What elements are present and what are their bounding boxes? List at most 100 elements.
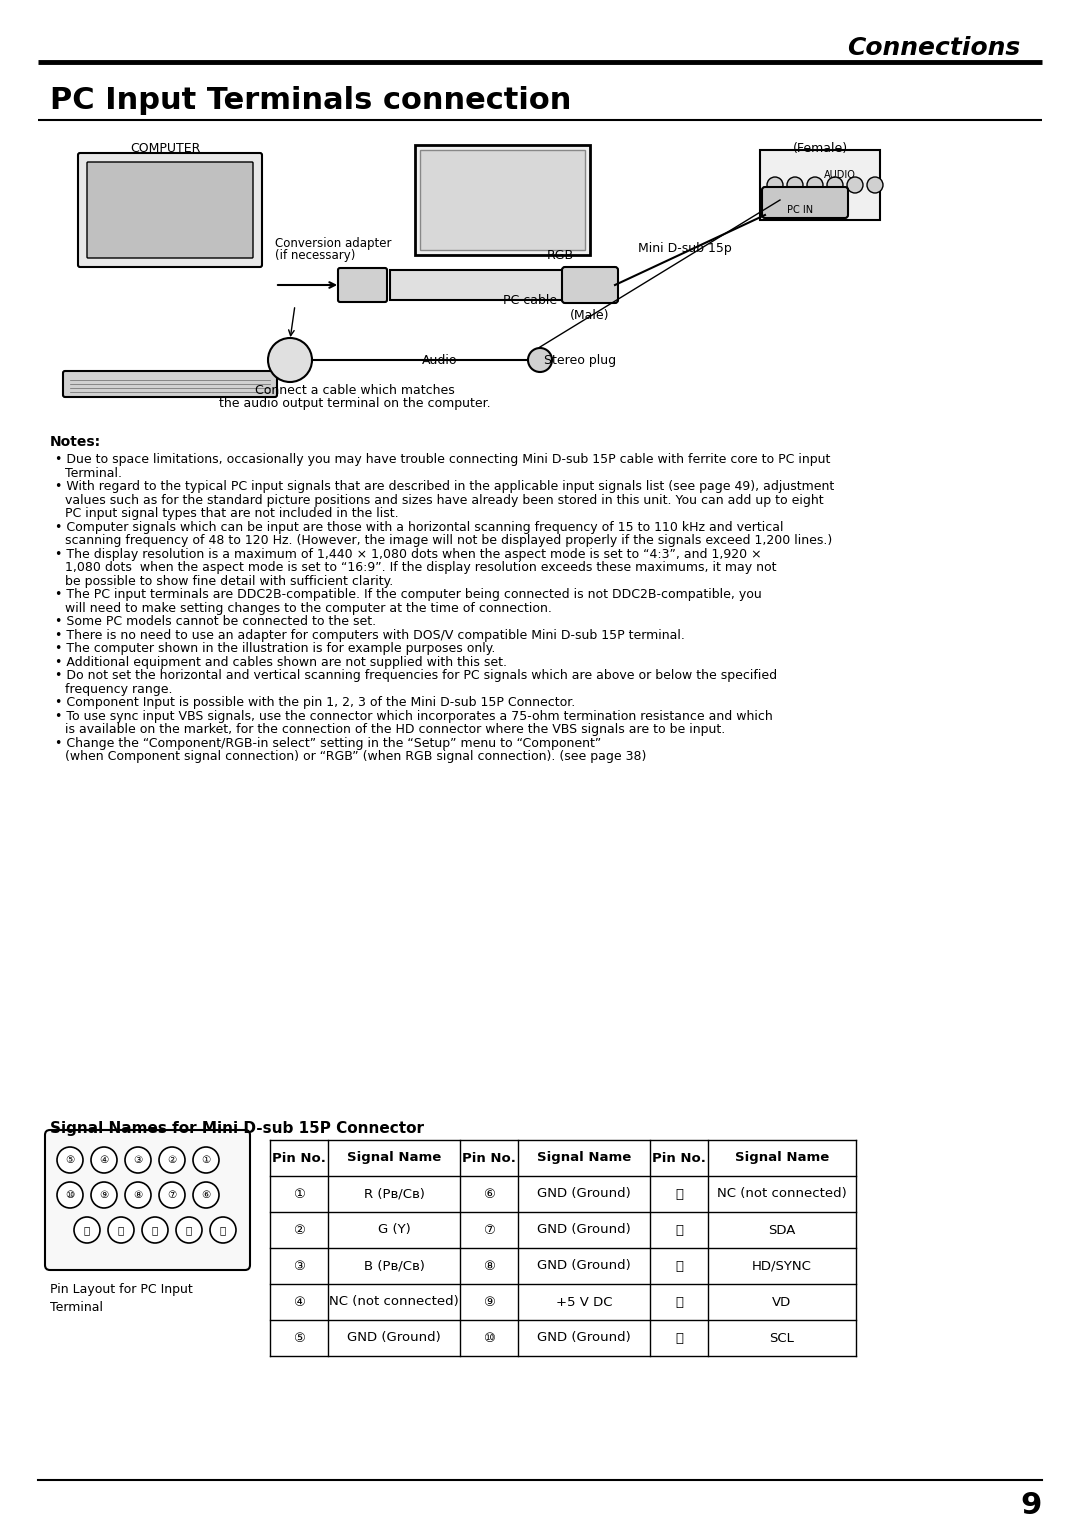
Text: ⑮: ⑮ (84, 1225, 90, 1235)
Text: • To use sync input VBS signals, use the connector which incorporates a 75-ohm t: • To use sync input VBS signals, use the… (55, 709, 773, 723)
Text: ②: ② (293, 1224, 305, 1236)
Circle shape (91, 1148, 117, 1174)
Circle shape (193, 1148, 219, 1174)
Text: • The PC input terminals are DDC2B-compatible. If the computer being connected i: • The PC input terminals are DDC2B-compa… (55, 588, 761, 601)
Circle shape (767, 177, 783, 193)
Circle shape (75, 1216, 100, 1242)
Text: ⑥: ⑥ (201, 1190, 211, 1199)
Text: • The computer shown in the illustration is for example purposes only.: • The computer shown in the illustration… (55, 642, 496, 656)
Text: ⑩: ⑩ (66, 1190, 75, 1199)
Text: GND (Ground): GND (Ground) (537, 1187, 631, 1201)
Text: PC input signal types that are not included in the list.: PC input signal types that are not inclu… (65, 507, 399, 520)
Text: Signal Name: Signal Name (347, 1152, 441, 1164)
Text: Conversion adapter: Conversion adapter (275, 237, 391, 249)
Text: PC cable: PC cable (503, 293, 557, 307)
Text: ⑭: ⑭ (675, 1296, 683, 1308)
Text: ③: ③ (293, 1259, 305, 1273)
Text: G (Y): G (Y) (378, 1224, 410, 1236)
Text: +5 V DC: +5 V DC (556, 1296, 612, 1308)
Text: HD/SYNC: HD/SYNC (752, 1259, 812, 1273)
Text: Signal Names for Mini D-sub 15P Connector: Signal Names for Mini D-sub 15P Connecto… (50, 1120, 424, 1135)
Circle shape (125, 1148, 151, 1174)
Text: Connect a cable which matches: Connect a cable which matches (255, 384, 455, 396)
Text: GND (Ground): GND (Ground) (347, 1331, 441, 1345)
Text: Connections: Connections (847, 37, 1020, 60)
Text: ③: ③ (133, 1155, 143, 1164)
FancyBboxPatch shape (420, 150, 585, 251)
Text: SDA: SDA (768, 1224, 796, 1236)
Text: R (Pʙ/Cʙ): R (Pʙ/Cʙ) (364, 1187, 424, 1201)
Text: NC (not connected): NC (not connected) (329, 1296, 459, 1308)
FancyBboxPatch shape (338, 267, 387, 303)
Circle shape (159, 1148, 185, 1174)
FancyBboxPatch shape (87, 162, 253, 258)
Circle shape (125, 1183, 151, 1209)
Text: ②: ② (167, 1155, 177, 1164)
FancyBboxPatch shape (390, 270, 565, 299)
Text: ①: ① (201, 1155, 211, 1164)
Text: Pin Layout for PC Input
Terminal: Pin Layout for PC Input Terminal (50, 1284, 192, 1314)
Text: ⑩: ⑩ (483, 1331, 495, 1345)
Circle shape (57, 1183, 83, 1209)
Circle shape (210, 1216, 237, 1242)
Text: scanning frequency of 48 to 120 Hz. (However, the image will not be displayed pr: scanning frequency of 48 to 120 Hz. (How… (65, 533, 833, 547)
FancyBboxPatch shape (760, 150, 880, 220)
Text: • Component Input is possible with the pin 1, 2, 3 of the Mini D-sub 15P Connect: • Component Input is possible with the p… (55, 695, 576, 709)
Text: will need to make setting changes to the computer at the time of connection.: will need to make setting changes to the… (65, 602, 552, 614)
Text: B (Pʙ/Cʙ): B (Pʙ/Cʙ) (364, 1259, 424, 1273)
Text: 9: 9 (1021, 1490, 1042, 1519)
Text: ⑭: ⑭ (118, 1225, 124, 1235)
Text: ⑨: ⑨ (483, 1296, 495, 1308)
Text: SCL: SCL (770, 1331, 795, 1345)
Circle shape (787, 177, 804, 193)
Text: PC Input Terminals connection: PC Input Terminals connection (50, 86, 571, 115)
Text: GND (Ground): GND (Ground) (537, 1259, 631, 1273)
FancyBboxPatch shape (63, 371, 276, 397)
Text: Pin No.: Pin No. (272, 1152, 326, 1164)
Text: Signal Name: Signal Name (537, 1152, 631, 1164)
Circle shape (528, 348, 552, 371)
Text: • The display resolution is a maximum of 1,440 × 1,080 dots when the aspect mode: • The display resolution is a maximum of… (55, 547, 761, 561)
FancyBboxPatch shape (562, 267, 618, 303)
Circle shape (847, 177, 863, 193)
Text: • There is no need to use an adapter for computers with DOS/V compatible Mini D-: • There is no need to use an adapter for… (55, 628, 685, 642)
Text: VD: VD (772, 1296, 792, 1308)
Text: ⑪: ⑪ (675, 1187, 683, 1201)
Text: Mini D-sub 15p: Mini D-sub 15p (638, 241, 732, 255)
Circle shape (108, 1216, 134, 1242)
Circle shape (141, 1216, 168, 1242)
Text: values such as for the standard picture positions and sizes have already been st: values such as for the standard picture … (65, 494, 824, 506)
Text: Stereo plug: Stereo plug (544, 353, 616, 367)
Text: • Some PC models cannot be connected to the set.: • Some PC models cannot be connected to … (55, 614, 376, 628)
Text: (if necessary): (if necessary) (275, 249, 355, 261)
Text: RGB: RGB (546, 249, 573, 261)
Text: • With regard to the typical PC input signals that are described in the applicab: • With regard to the typical PC input si… (55, 480, 834, 494)
FancyBboxPatch shape (45, 1131, 249, 1270)
Text: Notes:: Notes: (50, 435, 102, 449)
Text: ⑤: ⑤ (293, 1331, 305, 1345)
Text: ⑦: ⑦ (167, 1190, 177, 1199)
Text: GND (Ground): GND (Ground) (537, 1331, 631, 1345)
Text: • Due to space limitations, occasionally you may have trouble connecting Mini D-: • Due to space limitations, occasionally… (55, 452, 831, 466)
Text: • Additional equipment and cables shown are not supplied with this set.: • Additional equipment and cables shown … (55, 656, 507, 669)
Text: ⑦: ⑦ (483, 1224, 495, 1236)
Text: ⑤: ⑤ (66, 1155, 75, 1164)
Text: • Computer signals which can be input are those with a horizontal scanning frequ: • Computer signals which can be input ar… (55, 521, 783, 533)
Text: ⑫: ⑫ (675, 1224, 683, 1236)
Circle shape (176, 1216, 202, 1242)
Text: GND (Ground): GND (Ground) (537, 1224, 631, 1236)
Text: ⑧: ⑧ (133, 1190, 143, 1199)
Text: be possible to show fine detail with sufficient clarity.: be possible to show fine detail with suf… (65, 575, 393, 587)
Circle shape (159, 1183, 185, 1209)
FancyBboxPatch shape (762, 186, 848, 219)
FancyBboxPatch shape (78, 153, 262, 267)
Text: • Do not set the horizontal and vertical scanning frequencies for PC signals whi: • Do not set the horizontal and vertical… (55, 669, 778, 681)
Text: Pin No.: Pin No. (652, 1152, 706, 1164)
Text: ⑬: ⑬ (675, 1259, 683, 1273)
Text: Signal Name: Signal Name (734, 1152, 829, 1164)
Circle shape (807, 177, 823, 193)
Text: (Male): (Male) (570, 309, 610, 321)
Text: Audio: Audio (422, 353, 458, 367)
Text: frequency range.: frequency range. (65, 683, 173, 695)
Circle shape (827, 177, 843, 193)
